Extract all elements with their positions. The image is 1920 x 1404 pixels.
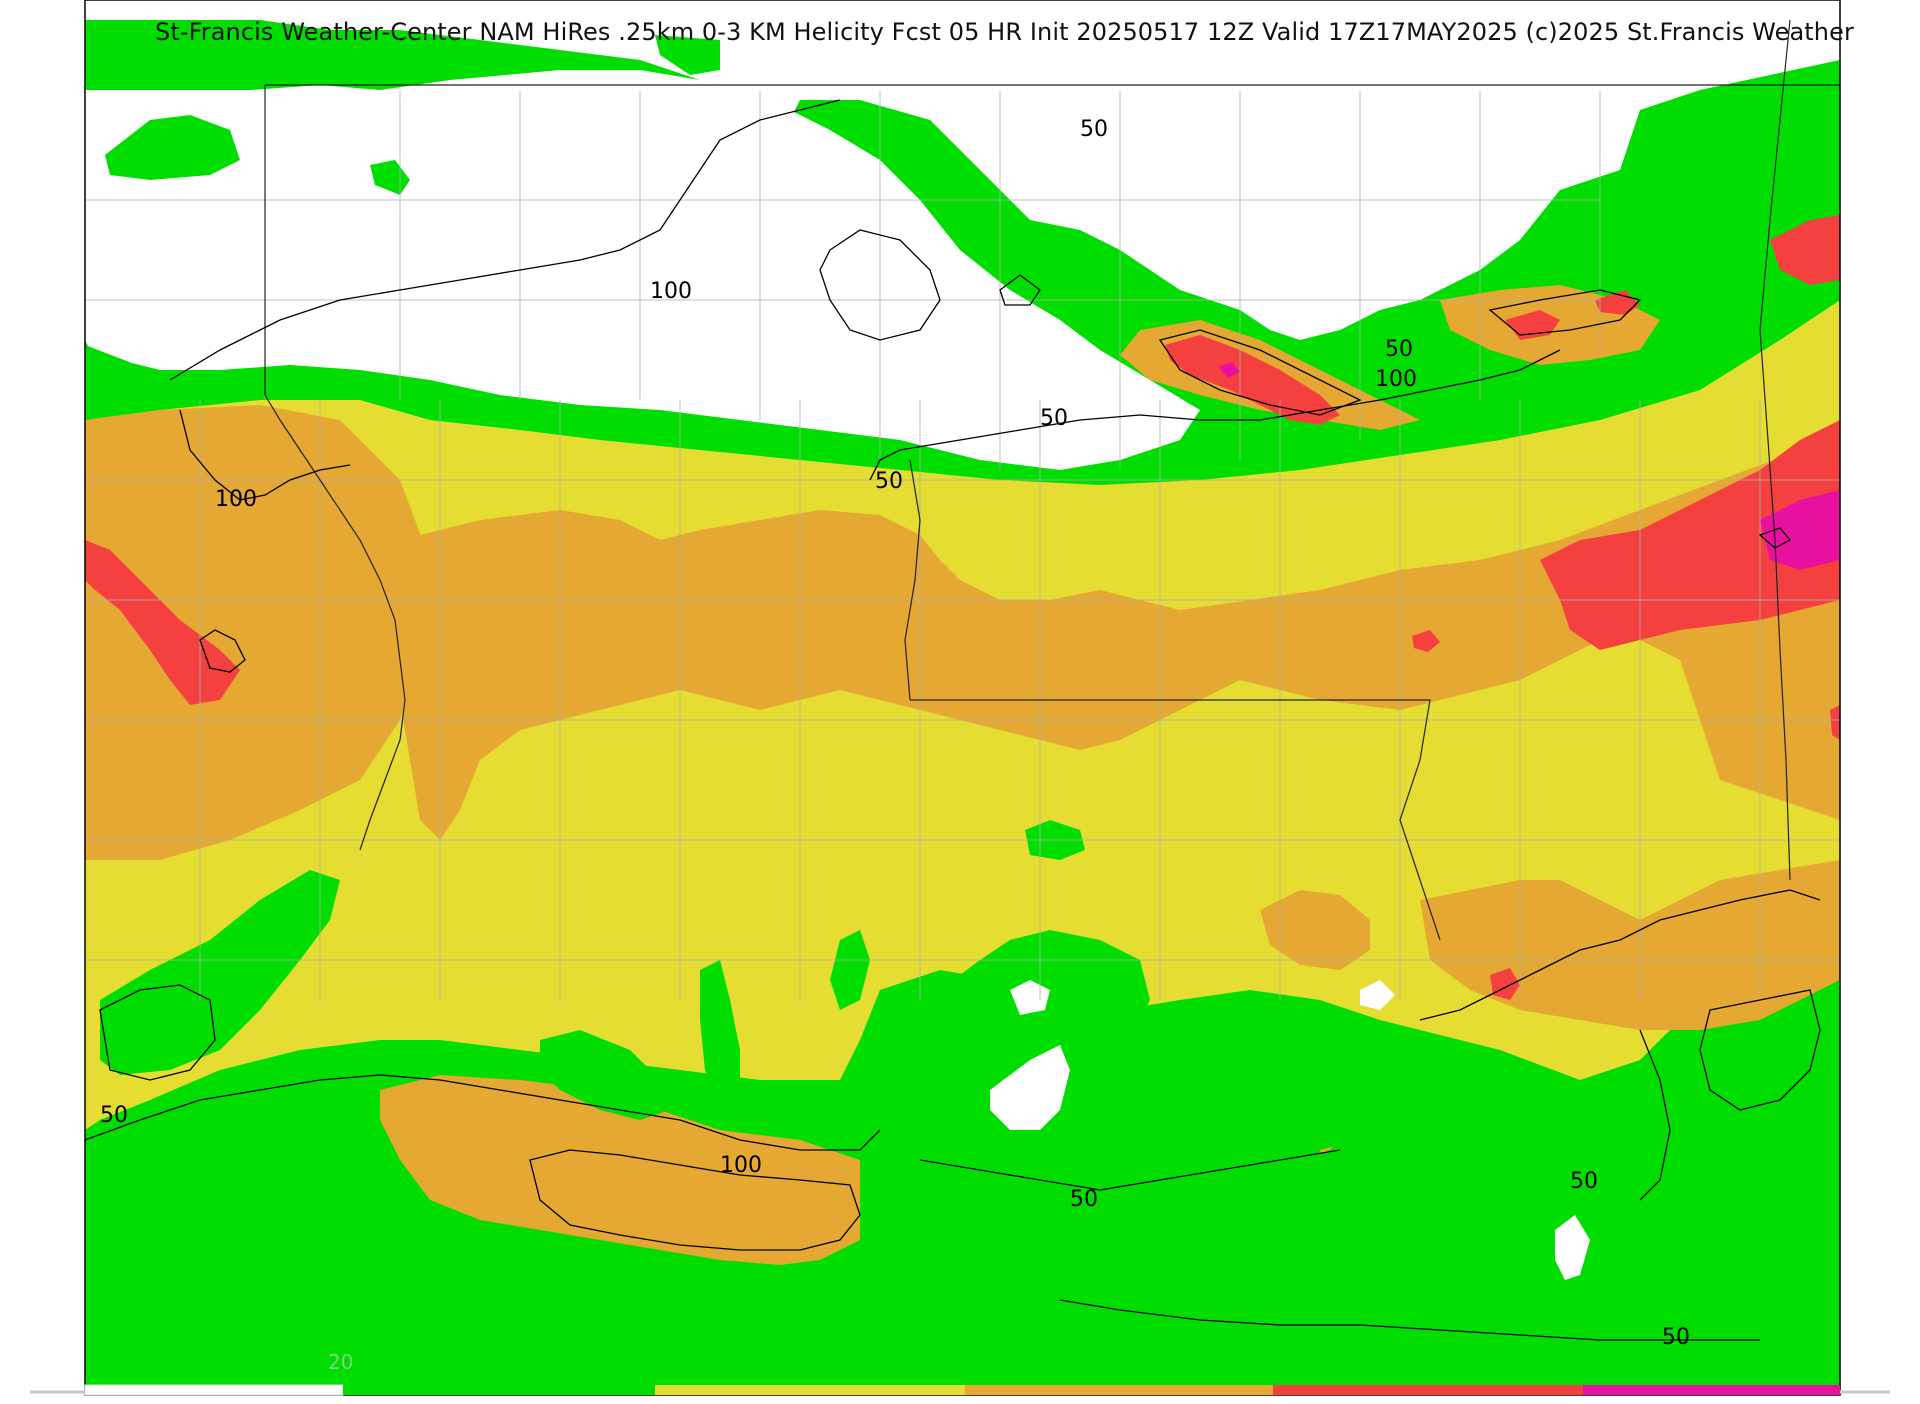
color-scale-label: 20 <box>328 1350 354 1374</box>
scale-bin-white <box>84 1384 344 1396</box>
contour-se-2 <box>1639 1029 1671 1201</box>
contour-label: 50 <box>100 1103 128 1128</box>
contour-label-layer: 50 100 100 50 50 50 100 50 100 50 50 50 <box>100 117 1690 1350</box>
magenta-band-n <box>1218 362 1240 378</box>
white-area-center <box>85 70 1200 470</box>
scale-bin-orange <box>965 1385 1273 1395</box>
helicity-contours <box>85 99 1821 1341</box>
contour-label: 50 <box>1385 337 1413 362</box>
red-band-e <box>1540 420 1840 650</box>
white-patch-se3 <box>1360 980 1395 1010</box>
contour-label: 50 <box>875 469 903 494</box>
orange-band-central <box>400 440 1840 840</box>
green-patch-c1 <box>540 1030 670 1120</box>
green-patch-c3 <box>830 930 870 1010</box>
contour-label: 50 <box>1662 1325 1690 1350</box>
contour-100-south <box>529 1149 861 1251</box>
scale-bin-green <box>343 1385 655 1395</box>
green-blob-nw <box>105 115 240 180</box>
contour-w-loop <box>99 984 216 1081</box>
green-patch-c2 <box>700 960 740 1100</box>
contour-label: 100 <box>1375 367 1417 392</box>
contour-label: 100 <box>720 1153 762 1178</box>
contour-se-1 <box>1419 889 1821 1021</box>
orange-band-south <box>380 1075 880 1265</box>
helicity-fill-layer <box>85 0 1840 1395</box>
contour-se-bottom <box>1059 1299 1760 1341</box>
orange-band-e-lobe <box>1260 890 1370 970</box>
red-dot-e2 <box>1830 705 1840 740</box>
contour-se-loop <box>1699 989 1821 1111</box>
red-band-ne3 <box>1770 215 1840 285</box>
red-band-ne2 <box>1595 290 1640 315</box>
contour-label: 50 <box>1570 1169 1598 1194</box>
contour-50-north <box>869 349 1561 481</box>
green-patch-w <box>100 870 340 1075</box>
state-boundaries <box>264 19 1840 941</box>
contour-ne-ring2 <box>1488 289 1642 336</box>
red-dot-se <box>1490 968 1520 1000</box>
magenta-band-e <box>1760 490 1840 570</box>
contour-label: 100 <box>215 487 257 512</box>
map-title: St-Francis Weather-Center NAM HiRes .25k… <box>155 18 1854 46</box>
contour-50-south <box>919 1149 1341 1191</box>
orange-band-west <box>85 405 430 860</box>
white-patch-se2 <box>990 1045 1070 1130</box>
contour-100-north <box>169 99 841 381</box>
scale-bin-red <box>1273 1385 1583 1395</box>
contour-ne-ring <box>1158 329 1362 416</box>
red-dot-e <box>1412 630 1440 652</box>
contour-n-blob2 <box>999 274 1041 306</box>
contour-label: 100 <box>650 279 692 304</box>
red-band-n <box>1165 335 1340 425</box>
contour-label: 50 <box>1070 1187 1098 1212</box>
scale-bin-yellow <box>655 1385 965 1395</box>
green-blob-n2 <box>655 35 720 75</box>
orange-band-se <box>1420 860 1840 1030</box>
contour-sw-line <box>85 1074 881 1151</box>
color-scale <box>30 1384 1890 1396</box>
contour-e-ring <box>1758 527 1792 549</box>
contour-n-blob <box>819 229 941 341</box>
contour-label: 50 <box>1080 117 1108 142</box>
contour-w-ring <box>199 629 246 673</box>
contour-label: 50 <box>1040 406 1068 431</box>
red-band-w <box>85 540 240 705</box>
contour-100-west <box>179 409 351 501</box>
green-patch-se-large <box>860 930 1840 1395</box>
scale-bin-magenta <box>1583 1385 1840 1395</box>
white-patch-se4 <box>1555 1215 1590 1280</box>
